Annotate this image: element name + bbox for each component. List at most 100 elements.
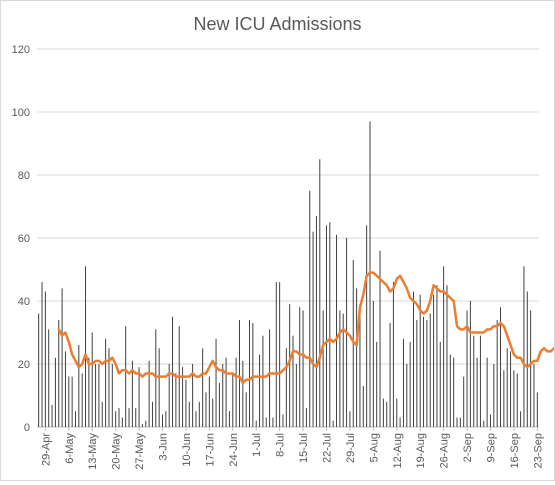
bar xyxy=(359,310,361,427)
bar xyxy=(188,401,190,427)
bar xyxy=(309,190,311,427)
bar xyxy=(192,364,194,427)
bar xyxy=(162,414,163,427)
bar xyxy=(526,291,528,427)
y-axis-ticks: 0 20 40 60 80 100 120 xyxy=(12,44,30,434)
average-line xyxy=(57,271,555,385)
bar xyxy=(396,398,398,427)
x-tick-label: 27-May xyxy=(134,433,146,470)
bar xyxy=(379,250,381,427)
bar xyxy=(312,231,314,427)
bar xyxy=(406,364,408,427)
bar xyxy=(165,411,167,427)
bar xyxy=(212,398,214,427)
bar xyxy=(275,282,277,427)
bar xyxy=(285,348,287,427)
x-tick-label: 24-Jun xyxy=(228,433,240,467)
bar xyxy=(322,310,324,427)
x-tick-label: 8-Jul xyxy=(275,433,287,457)
bar xyxy=(242,360,244,427)
bar xyxy=(282,414,284,427)
bar xyxy=(265,417,267,427)
bar xyxy=(469,301,471,427)
x-tick-label: 15-Jul xyxy=(298,433,310,463)
bar xyxy=(98,364,100,427)
bar xyxy=(259,354,261,427)
bar xyxy=(155,329,157,427)
bar xyxy=(329,222,331,427)
bar xyxy=(118,408,120,427)
bar xyxy=(453,357,455,427)
bar xyxy=(131,360,133,427)
bar xyxy=(372,301,374,427)
bar xyxy=(148,360,150,427)
bar xyxy=(125,326,127,427)
bar xyxy=(128,408,130,427)
bar xyxy=(85,266,87,427)
bar xyxy=(228,411,230,427)
bar xyxy=(336,234,338,427)
bar xyxy=(141,423,143,427)
bar xyxy=(245,392,247,427)
bar xyxy=(489,414,491,427)
bar xyxy=(426,319,428,427)
bar xyxy=(516,373,518,427)
bar xyxy=(479,335,481,427)
bar xyxy=(466,310,468,427)
bar xyxy=(339,310,341,427)
bar xyxy=(356,288,358,427)
bar xyxy=(392,282,394,427)
y-tick-label: 80 xyxy=(18,170,30,182)
bar xyxy=(533,364,535,427)
bar xyxy=(362,386,364,427)
bar xyxy=(182,367,184,427)
bar xyxy=(252,323,254,427)
bar xyxy=(74,411,76,427)
bar xyxy=(325,225,327,427)
x-axis-ticks: 29-Apr 6-May 13-May 20-May 27-May 3-Jun 10-Jun… xyxy=(40,427,544,470)
bar xyxy=(386,401,388,427)
x-tick-label: 19-Aug xyxy=(415,433,427,468)
bar xyxy=(95,364,97,427)
bar xyxy=(416,319,418,427)
bar xyxy=(71,376,73,427)
bar xyxy=(145,420,147,427)
y-tick-label: 100 xyxy=(12,107,30,119)
bar xyxy=(446,285,448,427)
x-tick-label: 22-Jul xyxy=(321,433,333,463)
bar xyxy=(299,307,301,427)
x-tick-label: 16-Sep xyxy=(509,433,521,468)
x-tick-label: 20-May xyxy=(111,433,123,470)
bar xyxy=(168,364,170,427)
bar xyxy=(68,376,70,427)
bar xyxy=(38,313,40,427)
bar xyxy=(419,294,421,427)
x-tick-label: 3-Jun xyxy=(158,433,170,461)
bar xyxy=(58,319,60,427)
y-tick-label: 120 xyxy=(12,44,30,56)
bar xyxy=(409,341,411,427)
bar xyxy=(292,335,294,427)
bar xyxy=(238,319,240,427)
x-tick-label: 26-Aug xyxy=(439,433,451,468)
x-tick-label: 1-Jul xyxy=(251,433,263,457)
bar xyxy=(500,307,502,427)
bar xyxy=(175,373,177,427)
gridlines xyxy=(37,48,539,428)
bar xyxy=(443,266,445,427)
bar xyxy=(105,338,107,427)
bar xyxy=(473,335,475,427)
bar xyxy=(349,411,351,427)
bar xyxy=(279,282,281,427)
bar xyxy=(108,348,110,427)
bar xyxy=(41,282,43,427)
y-tick-label: 20 xyxy=(18,359,30,371)
bar xyxy=(54,357,56,427)
bar xyxy=(88,357,90,427)
bar xyxy=(51,404,53,427)
bar xyxy=(222,364,224,427)
bar xyxy=(289,304,291,427)
bar xyxy=(449,354,451,427)
bar xyxy=(272,417,274,427)
